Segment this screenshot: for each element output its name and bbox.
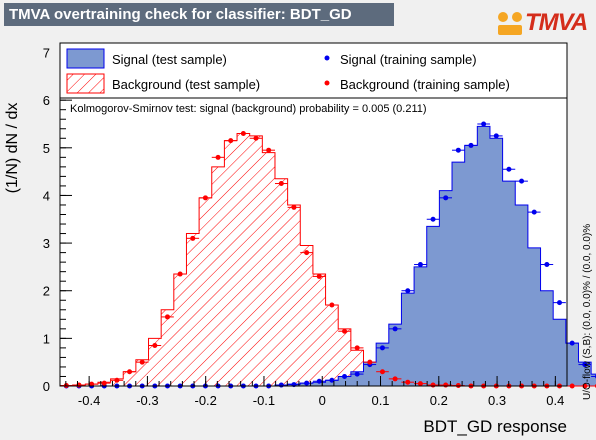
tmva-logo: TMVA [497,8,593,38]
background-train-point [240,131,246,137]
signal-train-point [316,378,322,384]
background-train-point [101,380,107,386]
legend-background-train-marker [324,80,330,86]
legend-signal-train-marker [324,55,330,61]
background-train-point [304,250,310,256]
background-train-point [342,328,348,334]
legend-signal-test-label: Signal (test sample) [112,52,227,67]
background-train-point [278,181,284,187]
x-tick-label: 0.1 [371,393,389,408]
y-tick-label: 7 [43,46,50,61]
x-tick-label: -0.2 [194,393,216,408]
x-tick-label: 0.2 [430,393,448,408]
y-axis-label: (1/N) dN / dx [4,103,21,194]
signal-train-point [342,373,348,379]
background-train-point [164,314,170,320]
signal-train-point [405,288,411,294]
y-tick-label: 2 [43,284,50,299]
signal-train-point [493,133,499,139]
x-tick-label: 0.4 [546,393,564,408]
legend-signal-test-swatch [66,48,105,69]
plot-title: TMVA overtraining check for classifier: … [4,3,394,26]
legend: Signal (test sample) Background (test sa… [59,42,568,99]
signal-train-point [569,340,575,346]
y-tick-label: 1 [43,331,50,346]
background-train-point [228,138,234,144]
signal-train-point [544,262,550,268]
background-train-point [291,204,297,210]
background-train-point [379,369,385,375]
legend-background-test-swatch [66,73,105,94]
axis-layer: -0.4 -0.3 -0.2 -0.1 0 0.1 0.2 0.3 0.4 0 1 2 3 4 5 6 7 [43,46,565,408]
signal-train-point [329,377,335,383]
background-train-point [215,154,221,160]
y-tick-label: 4 [43,188,50,203]
background-train-point [582,383,588,389]
signal-train-point [443,195,449,201]
signal-train-point [455,147,461,153]
background-train-point [177,271,183,277]
legend-signal-train-label: Signal (training sample) [340,52,477,67]
y-tick-label: 5 [43,141,50,156]
signal-train-point [519,178,525,184]
overflow-note: U/O-flow (S,B): (0.0, 0.0)% / (0.0, 0.0)… [582,223,593,400]
y-tick-label: 3 [43,236,50,251]
signal-train-point [430,216,436,222]
background-train-point [190,235,196,241]
background-train-point [354,345,360,351]
x-tick-label: -0.3 [136,393,158,408]
x-axis-label: BDT_GD response [423,417,567,436]
background-train-point [367,359,373,365]
background-train-point [569,383,575,389]
background-train-point [392,376,398,382]
signal-train-point [481,121,487,127]
logo-icon [498,12,522,35]
background-train-point [253,135,259,141]
signal-train-point [506,166,512,172]
background-train-point [127,369,133,375]
signal-train-point [417,262,423,268]
background-train-point [139,359,145,365]
background-train-point [89,381,95,387]
background-train-point [417,381,423,387]
y-tick-label: 6 [43,93,50,108]
ks-test-text: Kolmogorov-Smirnov test: signal (backgro… [70,103,427,115]
legend-background-test-label: Background (test sample) [112,77,260,92]
x-tick-label: -0.4 [78,393,100,408]
x-tick-label: -0.1 [253,393,275,408]
x-tick-label: 0 [319,393,326,408]
background-train-point [266,147,272,153]
background-train-point [443,382,449,388]
background-train-point [430,382,436,388]
background-train-point [202,195,208,201]
y-tick-label: 0 [43,379,50,394]
logo-text: TMVA [525,9,588,36]
background-train-point [152,343,158,349]
signal-train-point [392,326,398,332]
signal-train-point [531,209,537,215]
signal-train-point [354,371,360,377]
background-train-point [114,377,120,383]
background-train-point [329,302,335,308]
legend-background-train-label: Background (training sample) [340,77,510,92]
signal-train-point [304,380,310,386]
signal-train-point [582,362,588,368]
x-tick-label: 0.3 [488,393,506,408]
signal-train-point [278,382,284,388]
signal-train-point [557,300,563,306]
background-train-point [405,379,411,385]
signal-train-point [379,345,385,351]
signal-train-point [468,142,474,148]
background-train-point [316,273,322,279]
legend-box [59,42,568,99]
